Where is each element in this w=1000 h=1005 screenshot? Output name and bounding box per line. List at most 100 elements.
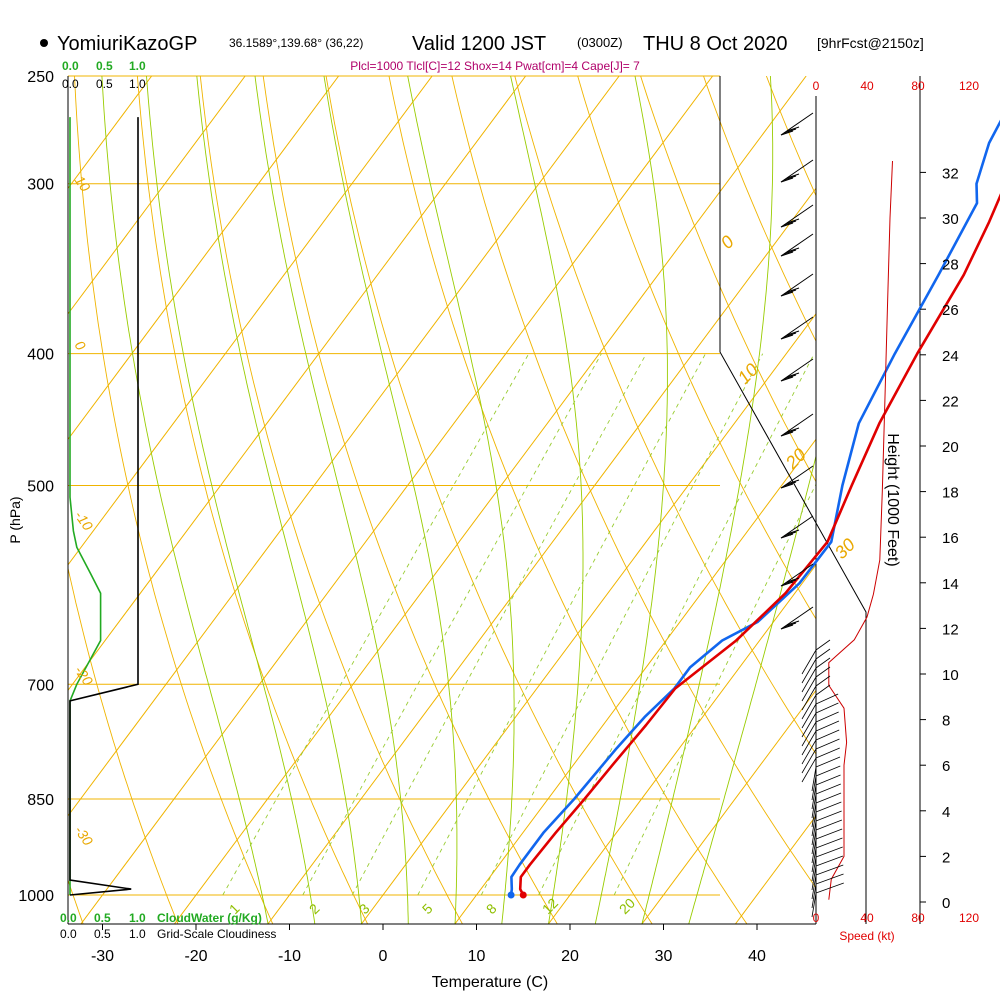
moist-adiabat-line: [147, 76, 315, 924]
wind-barb: [781, 317, 813, 339]
dry-adiabat-line: [820, 52, 1000, 924]
cloudiness-bottom-05: 0.5: [94, 927, 111, 941]
wind-barb-low: [816, 730, 839, 740]
mixing-ratio-line: [481, 354, 762, 895]
dry-adiabat-line: [509, 52, 937, 924]
temp-tick-label: -20: [184, 948, 207, 965]
dry-adiabat-label: -30: [72, 823, 97, 849]
mixing-ratio-line: [223, 354, 529, 895]
dry-adiabat-label: -10: [72, 508, 97, 534]
cloudwater-top-0: 0.0: [62, 59, 79, 73]
pressure-tick-label: 850: [27, 792, 54, 809]
speed-bottom-40: 40: [860, 911, 874, 925]
cloudiness-top-1: 1.0: [129, 77, 146, 91]
wind-barb: [781, 205, 813, 227]
station-bullet-icon: [40, 39, 48, 47]
cloudwater-bottom-1: 1.0: [129, 911, 146, 925]
moist-adiabat-line: [324, 76, 457, 924]
station-coords: 36.1589°,139.68° (36,22): [229, 36, 363, 50]
temp-tick-label: 30: [655, 948, 673, 965]
moist-adiabat-line: [102, 76, 268, 924]
forecast-info: [9hrFcst@2150z]: [817, 35, 924, 51]
mixing-ratio-line: [352, 354, 646, 895]
height-tick-label: 14: [942, 576, 959, 593]
wind-barb-shaft: [781, 607, 813, 629]
dry-adiabat-line: [322, 52, 652, 924]
wind-barb-low: [816, 838, 842, 848]
isotherm-line: [548, 76, 1000, 924]
cloudiness-top-0: 0.0: [62, 77, 79, 91]
pressure-tick-label: 300: [27, 177, 54, 194]
height-tick-label: 30: [942, 211, 959, 228]
pressure-tick-label: 400: [27, 347, 54, 364]
moist-adiabat-line: [408, 76, 514, 924]
wind-barb-shaft: [781, 205, 813, 227]
surface-dewpoint-point: [508, 892, 515, 899]
temp-tick-label: 0: [379, 948, 388, 965]
wind-barb: [781, 359, 813, 381]
dry-adiabat-line: [571, 52, 1000, 924]
wind-barb-low: [816, 775, 841, 785]
height-tick-label: 4: [942, 804, 950, 821]
pressure-tick-label: 1000: [18, 888, 54, 905]
wind-barb-low: [816, 811, 842, 821]
mixing-ratio-line: [303, 354, 602, 895]
cloudwater-top-05: 0.5: [96, 59, 113, 73]
cloudwater-label: CloudWater (g/Kg): [157, 911, 262, 925]
surface-temperature-point: [520, 892, 527, 899]
wind-speed-profile-line: [829, 161, 893, 900]
moist-adiabat-line: [511, 76, 583, 924]
wind-barb-shaft: [781, 317, 813, 339]
wind-barb-low: [816, 658, 830, 668]
station-name: YomiuriKazoGP: [57, 33, 197, 55]
sounding-parameters: Plcl=1000 Tlcl[C]=12 Shox=14 Pwat[cm]=4 …: [350, 59, 640, 73]
y-axis-title: P (hPa): [7, 496, 23, 543]
cloudiness-label: Grid-Scale Cloudiness: [157, 927, 276, 941]
cloudiness-bottom-1: 1.0: [129, 927, 146, 941]
moist-adiabat-line: [689, 76, 893, 924]
height-tick-label: 6: [942, 758, 950, 775]
wind-barb-low: [816, 649, 830, 659]
wind-barb-low: [816, 739, 839, 749]
mixing-ratio-label: 2: [306, 900, 323, 917]
dry-adiabat-line: [384, 52, 747, 924]
wind-barb-low: [816, 694, 838, 704]
wind-barb-shaft: [781, 359, 813, 381]
speed-bottom-0: 0: [813, 911, 820, 925]
isotherm-line: [455, 76, 1000, 924]
height-tick-label: 16: [942, 530, 959, 547]
wind-barb-low: [816, 703, 838, 713]
height-tick-label: 10: [942, 667, 959, 684]
temp-tick-label: 40: [748, 948, 766, 965]
moist-adiabat-label: 30: [831, 535, 859, 563]
speed-top-80: 80: [911, 79, 925, 93]
dry-adiabat-label: 10: [72, 173, 94, 195]
moist-adiabat-line: [595, 76, 667, 924]
wind-barb-low: [816, 793, 841, 803]
height-tick-label: 24: [942, 348, 959, 365]
wind-barb-shaft: [781, 516, 813, 538]
forecast-date: THU 8 Oct 2020: [643, 33, 788, 55]
cloudwater-top-1: 1.0: [129, 59, 146, 73]
speed-axis-label: Speed (kt): [839, 929, 894, 943]
dewpoint-profile-line: [511, 117, 1000, 895]
wind-barb-low: [816, 721, 839, 731]
pressure-tick-label: 500: [27, 479, 54, 496]
wind-barb-low: [816, 748, 840, 758]
speed-top-0: 0: [813, 79, 820, 93]
height-tick-label: 2: [942, 849, 950, 866]
mixing-ratio-label: 20: [616, 895, 638, 917]
wind-barb: [781, 607, 813, 629]
pressure-tick-label: 250: [27, 69, 54, 86]
height-tick-label: 22: [942, 393, 959, 410]
wind-barb-low: [816, 757, 840, 767]
valid-time: Valid 1200 JST: [412, 33, 546, 55]
wind-barb-low: [816, 712, 839, 722]
height-tick-label: 0: [942, 895, 950, 912]
wind-barb-shaft: [781, 234, 813, 256]
pressure-tick-label: 700: [27, 677, 54, 694]
cloudwater-bottom-05: 0.5: [94, 911, 111, 925]
isotherm-line: [735, 76, 1000, 924]
height-axis-title: Height (1000 Feet): [884, 433, 901, 566]
